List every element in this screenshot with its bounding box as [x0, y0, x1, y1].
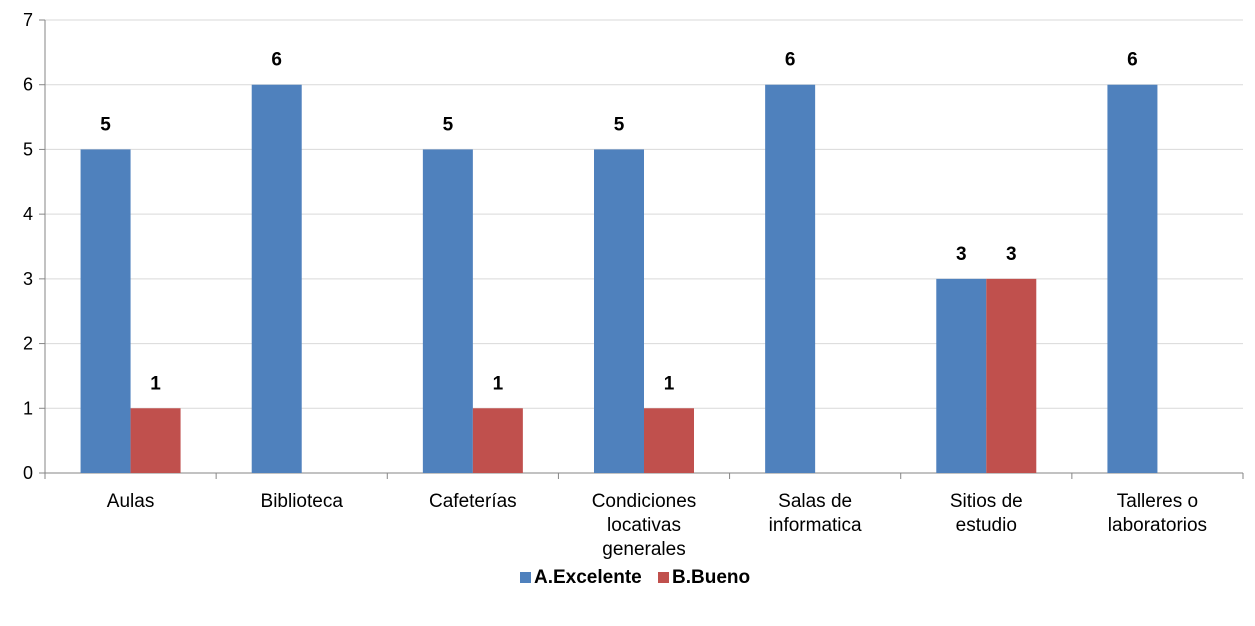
x-category-label: Sitios de estudio [950, 491, 1023, 536]
bars [80, 84, 1158, 473]
axes: 0 1 2 3 4 5 6 7 Aulas Biblioteca Cafeterías Condici… [23, 10, 1244, 560]
bar [936, 278, 987, 473]
x-category-label: Condiciones locativas generales [592, 491, 697, 560]
bar-value-label: 6 [1127, 50, 1138, 71]
bar-value-label: 1 [493, 373, 504, 394]
x-category-label-line: informatica [769, 515, 862, 536]
y-tick-label: 4 [23, 204, 33, 224]
bar [472, 408, 523, 473]
y-tick-label: 5 [23, 139, 33, 159]
y-tick-label: 2 [23, 334, 33, 354]
bar [765, 84, 816, 473]
x-category-label: Aulas [107, 491, 155, 512]
x-category-label-line: Aulas [107, 491, 155, 512]
bar [986, 278, 1037, 473]
legend-swatch [520, 572, 531, 583]
y-tick-label: 0 [23, 463, 33, 483]
legend-label: A.Excelente [534, 567, 642, 588]
legend: A.Excelente B.Bueno [520, 567, 750, 588]
bar-value-label: 1 [150, 373, 161, 394]
x-category-label-line: Talleres o [1117, 491, 1198, 512]
bar-value-label: 3 [956, 244, 967, 265]
x-category-label-line: laboratorios [1108, 515, 1207, 536]
legend-swatch [658, 572, 669, 583]
bar-value-label: 6 [785, 50, 796, 71]
y-tick-label: 6 [23, 75, 33, 95]
x-category-label: Biblioteca [261, 491, 344, 512]
bar [1107, 84, 1158, 473]
x-category-label-line: Biblioteca [261, 491, 344, 512]
bar [251, 84, 302, 473]
bar [644, 408, 694, 473]
bar-value-label: 6 [271, 50, 282, 71]
bar-value-label: 3 [1006, 244, 1017, 265]
bar-value-label: 1 [664, 373, 675, 394]
bar [130, 408, 181, 473]
y-tick-label: 1 [23, 398, 33, 418]
x-category-label-line: estudio [956, 515, 1017, 536]
legend-label: B.Bueno [672, 567, 750, 588]
x-category-label-line: Sitios de [950, 491, 1023, 512]
x-category-label-line: generales [602, 539, 685, 560]
x-category-label-line: Salas de [778, 491, 852, 512]
x-category-label: Salas de informatica [769, 491, 862, 536]
x-category-label: Talleres o laboratorios [1108, 491, 1207, 536]
bar-value-label: 5 [443, 114, 454, 135]
bar-value-label: 5 [100, 114, 111, 135]
bar [422, 149, 473, 473]
data-labels: 5 1 6 5 1 5 1 6 3 3 6 [100, 50, 1137, 395]
y-tick-label: 3 [23, 269, 33, 289]
x-category-label-line: Cafeterías [429, 491, 517, 512]
bar [594, 149, 644, 473]
bar-value-label: 5 [614, 114, 625, 135]
x-category-label: Cafeterías [429, 491, 517, 512]
bar [80, 149, 131, 473]
x-category-label-line: Condiciones [592, 491, 697, 512]
y-tick-label: 7 [23, 10, 33, 30]
x-category-label-line: locativas [607, 515, 681, 536]
